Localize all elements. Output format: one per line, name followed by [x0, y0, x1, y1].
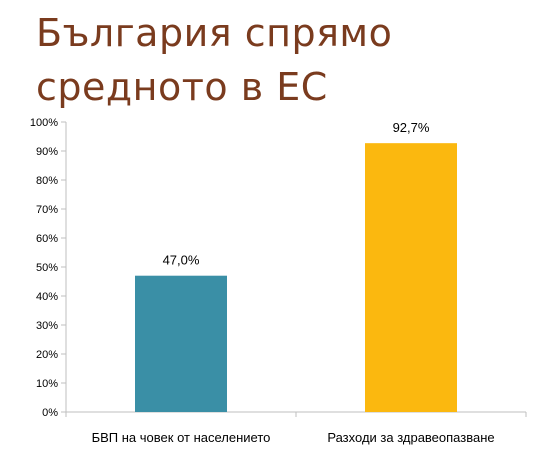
- bar: [135, 275, 227, 412]
- slide-title: България спрямо средното в ЕС: [36, 6, 536, 114]
- y-tick-label: 20%: [36, 349, 58, 361]
- y-tick-label: 70%: [36, 204, 58, 216]
- y-tick-label: 30%: [36, 320, 58, 332]
- y-tick-label: 60%: [36, 233, 58, 245]
- y-tick-label: 100%: [30, 117, 58, 129]
- category-label: Разходи за здравеопазване: [327, 430, 494, 445]
- data-label: 92,7%: [393, 120, 430, 135]
- category-labels: БВП на човек от населението Разходи за зд…: [92, 430, 495, 445]
- y-tick-label: 50%: [36, 262, 58, 274]
- bar-series: [135, 143, 457, 413]
- y-tick-label: 90%: [36, 146, 58, 158]
- bar: [365, 143, 457, 413]
- data-label: 47,0%: [163, 253, 200, 268]
- slide-title-line-1: България спрямо: [36, 11, 393, 55]
- x-axis: [65, 411, 527, 417]
- slide-title-line-2: средното в ЕС: [36, 65, 328, 109]
- y-axis: 0% 10% 20% 30% 40% 50% 60% 70% 80% 90% 100%: [30, 117, 67, 419]
- data-labels: 47,0% 92,7%: [163, 120, 430, 268]
- y-tick-label: 10%: [36, 378, 58, 390]
- category-label: БВП на човек от населението: [92, 430, 271, 445]
- y-tick-label: 80%: [36, 175, 58, 187]
- y-tick-label: 0%: [42, 407, 58, 419]
- y-tick-label: 40%: [36, 291, 58, 303]
